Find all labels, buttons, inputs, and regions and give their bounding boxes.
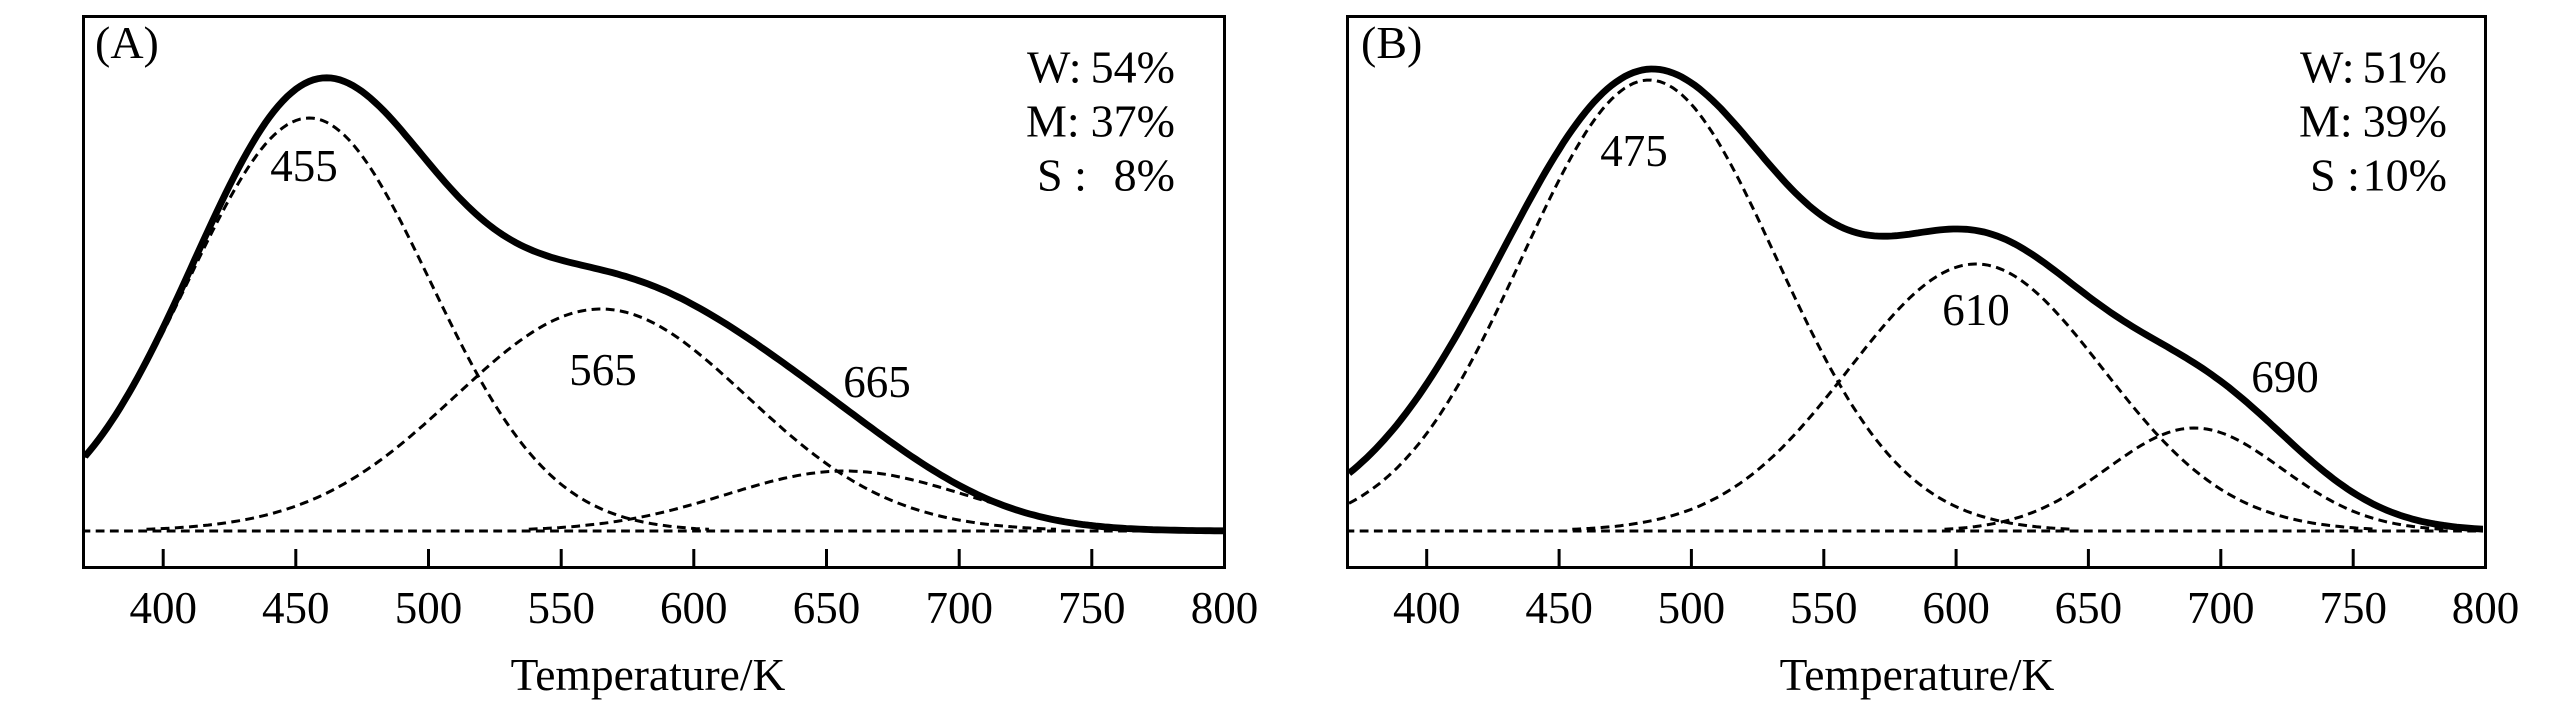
svg-text:51%: 51% (2363, 42, 2447, 93)
svg-text:Temperature/K: Temperature/K (1780, 649, 2055, 700)
svg-text:M:: M: (2299, 96, 2353, 147)
svg-text:800: 800 (2452, 583, 2520, 633)
svg-text:39%: 39% (2363, 96, 2447, 147)
svg-text:565: 565 (569, 345, 637, 395)
svg-text:550: 550 (1790, 583, 1858, 633)
svg-text:10%: 10% (2363, 150, 2447, 201)
svg-text:400: 400 (129, 583, 197, 633)
svg-text:455: 455 (270, 141, 338, 191)
svg-text:(A): (A) (95, 17, 159, 68)
svg-text:600: 600 (1922, 583, 1990, 633)
svg-text:750: 750 (1058, 583, 1126, 633)
svg-text:550: 550 (527, 583, 595, 633)
svg-text:54%: 54% (1091, 42, 1175, 93)
svg-text:W:: W: (1027, 42, 1082, 93)
svg-text:W:: W: (2300, 42, 2355, 93)
svg-text:475: 475 (1600, 126, 1668, 176)
svg-text:700: 700 (2187, 583, 2255, 633)
svg-text:450: 450 (1525, 583, 1593, 633)
svg-text:665: 665 (843, 357, 911, 407)
svg-text:S :: S : (2310, 150, 2360, 201)
svg-text:450: 450 (262, 583, 330, 633)
svg-text:37%: 37% (1091, 96, 1175, 147)
svg-text:400: 400 (1393, 583, 1461, 633)
svg-text:800: 800 (1191, 583, 1259, 633)
svg-text:8%: 8% (1102, 150, 1175, 201)
svg-text:690: 690 (2251, 352, 2319, 402)
svg-text:600: 600 (660, 583, 728, 633)
svg-text:S :: S : (1037, 150, 1087, 201)
svg-text:(B): (B) (1361, 17, 1422, 68)
svg-text:Temperature/K: Temperature/K (511, 649, 786, 700)
svg-text:610: 610 (1942, 285, 2010, 335)
svg-text:500: 500 (395, 583, 463, 633)
svg-text:500: 500 (1658, 583, 1726, 633)
svg-text:700: 700 (925, 583, 993, 633)
svg-text:650: 650 (2055, 583, 2123, 633)
svg-text:650: 650 (793, 583, 861, 633)
svg-text:M:: M: (1026, 96, 1080, 147)
svg-text:750: 750 (2319, 583, 2387, 633)
